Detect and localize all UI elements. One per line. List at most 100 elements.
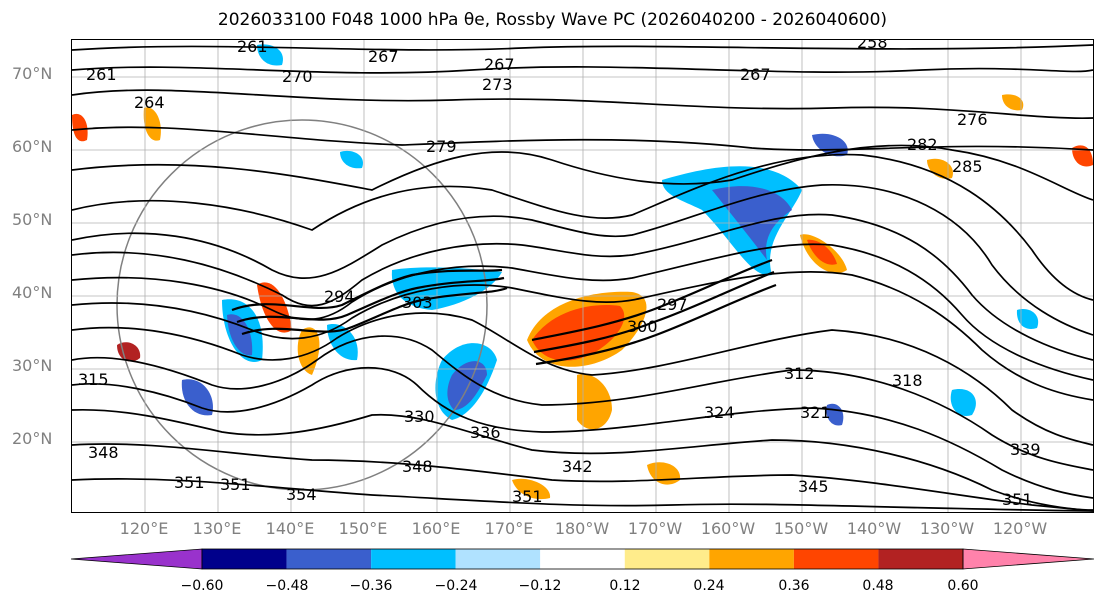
positive-anomaly-region — [1072, 145, 1093, 167]
contour-label: 324 — [704, 403, 735, 422]
lon-label: 170°W — [627, 519, 683, 538]
lon-label: 180°W — [554, 519, 610, 538]
lon-label: 150°W — [773, 519, 829, 538]
contour-label: 321 — [800, 403, 831, 422]
contour-label: 351 — [220, 475, 251, 494]
colorbar-tick-label: −0.60 — [180, 578, 224, 594]
contour-label: 336 — [470, 423, 501, 442]
contour-label: 264 — [134, 93, 165, 112]
contour-label: 282 — [907, 135, 938, 154]
contour-label: 315 — [78, 370, 109, 389]
lat-label: 50°N — [12, 210, 53, 229]
colorbar-tick-label: 0.60 — [947, 578, 979, 594]
positive-anomaly-region — [257, 282, 292, 333]
lat-label: 30°N — [12, 356, 53, 375]
colorbar-cell — [878, 549, 963, 569]
contour-label: 297 — [657, 295, 688, 314]
lon-label: 140°E — [265, 519, 315, 538]
negative-anomaly-region — [327, 324, 358, 361]
colorbar-cell — [202, 549, 287, 569]
contour-label: 342 — [562, 457, 593, 476]
negative-anomaly-region — [340, 150, 363, 169]
lat-label: 60°N — [12, 137, 53, 156]
contour-label: 261 — [237, 40, 268, 56]
negative-anomaly-region — [257, 44, 283, 66]
contour-label-layer: 261 267 270 264 261 273 267 267 258 276 … — [78, 40, 1041, 509]
contour-label: 318 — [892, 371, 923, 390]
contour-label: 300 — [627, 317, 658, 336]
lat-label: 20°N — [12, 429, 53, 448]
map-panel: 261 267 270 264 261 273 267 267 258 276 … — [71, 39, 1094, 513]
contour-label: 351 — [512, 487, 543, 506]
colorbar-tick-label: −0.12 — [518, 578, 562, 594]
contour-label: 267 — [484, 55, 515, 74]
contour-label: 276 — [957, 110, 988, 129]
map-title: 2026033100 F048 1000 hPa θe, Rossby Wave… — [217, 10, 888, 30]
contour-label: 312 — [784, 364, 815, 383]
lon-label: 120°E — [119, 519, 169, 538]
negative-anomaly-core — [447, 361, 487, 410]
lat-label: 70°N — [12, 64, 53, 83]
positive-anomaly-region — [72, 113, 88, 142]
contour-label: 261 — [86, 65, 117, 84]
lon-label: 130°E — [192, 519, 242, 538]
positive-anomaly-region — [647, 462, 681, 485]
contour-label: 354 — [286, 485, 317, 504]
colorbar-extend-low — [71, 548, 203, 570]
colorbar-extend-high — [962, 548, 1094, 570]
colorbar-cell — [371, 549, 456, 569]
contour-label: 303 — [402, 293, 433, 312]
colorbar-cell — [793, 549, 879, 569]
contour-label: 267 — [740, 65, 771, 84]
graticule — [72, 40, 1093, 512]
theta-e-contours — [72, 44, 1093, 512]
colorbar-cell — [286, 549, 372, 569]
colorbar-cell — [709, 549, 794, 569]
contour-label: 351 — [174, 473, 205, 492]
lon-label: 160°W — [700, 519, 756, 538]
negative-anomaly-region — [181, 379, 213, 416]
positive-anomaly-core — [532, 305, 625, 361]
lat-label: 40°N — [12, 283, 53, 302]
positive-anomaly-core — [807, 239, 837, 265]
contour-label: 279 — [426, 137, 457, 156]
positive-anomaly-region — [512, 478, 551, 500]
colorbar-cell — [624, 549, 710, 569]
contour-label: 339 — [1010, 440, 1041, 459]
lon-label: 170°E — [484, 519, 534, 538]
negative-anomaly-region — [391, 267, 502, 310]
colorbar — [71, 548, 1094, 570]
colorbar-cells — [71, 548, 1094, 570]
lon-label: 130°W — [919, 519, 975, 538]
map-canvas: 261 267 270 264 261 273 267 267 258 276 … — [72, 40, 1093, 512]
colorbar-tick-label: 0.36 — [778, 578, 810, 594]
colorbar-tick-label: 0.48 — [862, 578, 894, 594]
contour-label: 345 — [798, 477, 829, 496]
positive-anomaly-region — [1002, 94, 1024, 111]
contour-label: 348 — [402, 457, 433, 476]
contour-label: 270 — [282, 67, 313, 86]
positive-anomaly-region — [927, 158, 953, 179]
positive-anomaly-region — [117, 342, 141, 362]
contour-label: 285 — [952, 157, 983, 176]
lon-label: 150°E — [338, 519, 388, 538]
lon-label: 140°W — [846, 519, 902, 538]
colorbar-tick-label: −0.36 — [349, 578, 393, 594]
negative-anomaly-region — [950, 389, 976, 416]
contour-label: 273 — [482, 75, 513, 94]
lon-label: 120°W — [992, 519, 1048, 538]
colorbar-tick-label: −0.24 — [434, 578, 478, 594]
colorbar-cell — [455, 549, 541, 569]
contour-label: 258 — [857, 40, 888, 52]
contour-label: 330 — [404, 407, 435, 426]
colorbar-tick-label: 0.12 — [609, 578, 641, 594]
contour-label: 267 — [368, 47, 399, 66]
colorbar-frame — [201, 548, 964, 570]
contour-label: 348 — [88, 443, 119, 462]
negative-anomaly-region — [662, 166, 802, 276]
positive-anomaly-region — [143, 107, 161, 141]
contour-label: 294 — [324, 287, 355, 306]
negative-anomaly-region — [1016, 309, 1039, 329]
colorbar-tick-label: 0.24 — [693, 578, 725, 594]
colorbar-cell — [540, 549, 625, 569]
